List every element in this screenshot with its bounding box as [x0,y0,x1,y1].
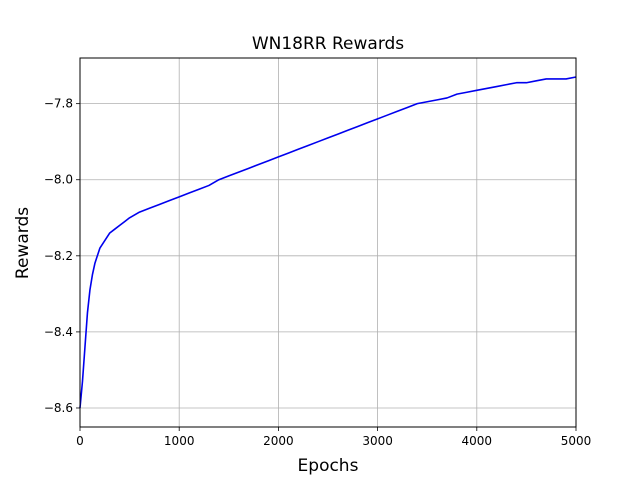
series-layer [79,76,577,409]
x-tick-label: 2000 [263,434,294,448]
y-axis-label: Rewards [13,207,33,279]
plot-frame [79,57,577,428]
x-tick-label: 5000 [561,434,592,448]
y-tick-label: −7.8 [44,97,73,111]
chart-title: WN18RR Rewards [252,34,404,54]
x-axis-label: Epochs [298,456,359,476]
y-axis: −8.6 −8.4 −8.2 −8.0 −7.8 [44,97,80,415]
x-axis: 0 1000 2000 3000 4000 5000 [76,427,591,448]
x-tick-label: 4000 [462,434,493,448]
x-tick-label: 0 [76,434,84,448]
y-tick-label: −8.0 [44,173,73,187]
y-tick-label: −8.2 [44,249,73,263]
grid [79,58,577,427]
x-tick-label: 3000 [362,434,393,448]
y-tick-label: −8.4 [44,325,73,339]
y-tick-label: −8.6 [44,401,73,415]
x-tick-label: 1000 [164,434,195,448]
series-line [79,76,577,409]
